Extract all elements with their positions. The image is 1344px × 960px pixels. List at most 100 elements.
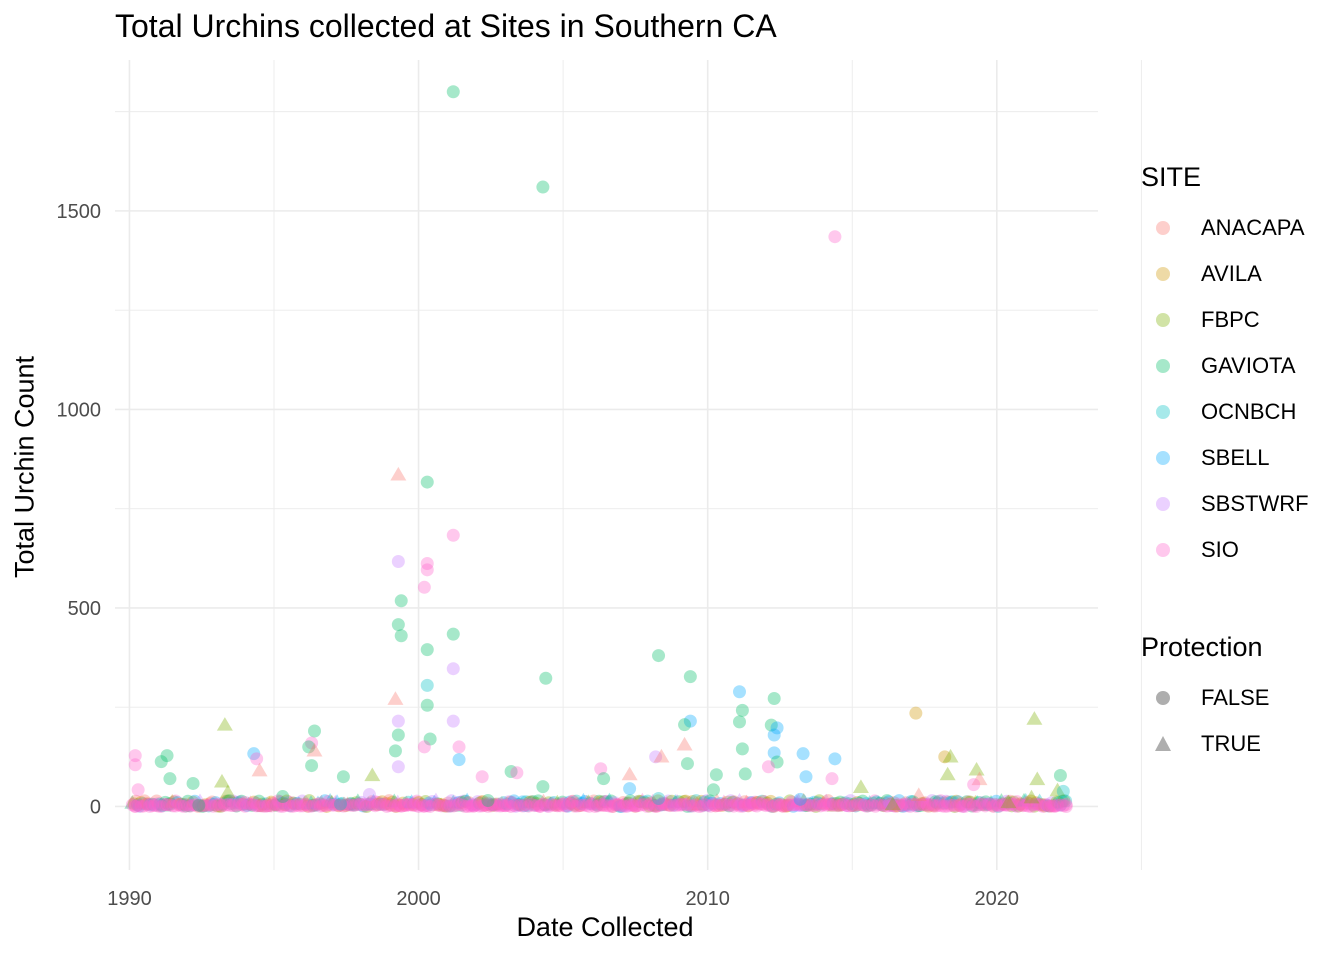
baseline-point <box>309 795 326 810</box>
baseline-point <box>346 797 360 811</box>
baseline-point <box>1052 795 1066 809</box>
baseline-point <box>545 797 559 811</box>
baseline-point <box>516 799 530 813</box>
baseline-point <box>580 794 597 808</box>
baseline-point <box>155 797 172 812</box>
baseline-point <box>276 799 290 813</box>
protection-legend-item: FALSE <box>1141 675 1269 721</box>
baseline-point <box>192 793 209 808</box>
data-point <box>192 798 206 812</box>
baseline-point <box>131 798 145 812</box>
baseline-point <box>528 798 542 812</box>
baseline-point <box>448 798 465 812</box>
baseline-point <box>929 795 943 809</box>
data-point <box>510 766 524 780</box>
baseline-point <box>382 794 396 808</box>
data-point <box>971 771 988 786</box>
baseline-point <box>684 799 698 813</box>
baseline-point <box>970 799 984 813</box>
data-point <box>387 691 404 705</box>
baseline-point <box>764 799 778 813</box>
baseline-point <box>247 795 261 809</box>
baseline-point <box>273 795 287 809</box>
baseline-point <box>901 797 918 812</box>
baseline-point <box>195 799 209 813</box>
baseline-point <box>134 795 148 809</box>
data-point <box>1023 789 1040 804</box>
site-legend-label: SBELL <box>1201 445 1270 470</box>
baseline-point <box>738 798 752 812</box>
baseline-point <box>245 798 259 812</box>
baseline-point <box>1031 797 1045 811</box>
baseline-point <box>151 797 165 811</box>
data-point <box>767 746 781 760</box>
baseline-point <box>440 799 454 813</box>
data-point <box>364 767 381 782</box>
baseline-point <box>698 798 712 812</box>
baseline-point <box>483 797 497 811</box>
baseline-point <box>226 794 240 808</box>
baseline-point <box>826 798 843 812</box>
baseline-point <box>776 799 790 813</box>
data-point <box>128 799 142 813</box>
baseline-point <box>320 799 334 813</box>
baseline-point <box>167 795 181 809</box>
baseline-point <box>886 799 900 813</box>
baseline-point <box>787 797 804 811</box>
baseline-point <box>313 799 327 813</box>
data-point <box>623 782 637 796</box>
baseline-point <box>533 799 547 813</box>
baseline-point <box>436 798 450 812</box>
baseline-point <box>743 796 757 810</box>
baseline-point <box>620 796 634 810</box>
baseline-point <box>883 797 897 811</box>
baseline-point <box>316 798 330 812</box>
baseline-point <box>880 794 894 808</box>
baseline-point <box>524 795 538 809</box>
baseline-point <box>856 794 870 808</box>
baseline-point <box>422 796 436 810</box>
baseline-point <box>583 797 597 811</box>
baseline-point <box>578 794 595 809</box>
baseline-point <box>426 794 443 809</box>
baseline-point <box>229 799 243 813</box>
baseline-point <box>524 797 538 811</box>
baseline-point <box>209 796 223 810</box>
baseline-point <box>641 794 655 808</box>
baseline-point <box>642 799 656 813</box>
baseline-point <box>715 794 732 809</box>
baseline-point <box>281 795 295 809</box>
data-point <box>828 752 842 766</box>
baseline-point <box>783 794 797 808</box>
baseline-point <box>627 798 641 812</box>
baseline-point <box>134 799 148 813</box>
baseline-point <box>445 794 462 809</box>
baseline-point <box>177 799 191 813</box>
baseline-point <box>360 799 374 813</box>
baseline-point <box>554 797 568 811</box>
baseline-point <box>183 799 197 813</box>
data-point <box>420 643 434 657</box>
baseline-point <box>493 799 507 813</box>
baseline-point <box>370 798 384 812</box>
baseline-point <box>478 798 492 812</box>
baseline-point <box>805 799 819 813</box>
x-tick-label: 2020 <box>975 888 1020 910</box>
baseline-point <box>348 798 362 812</box>
baseline-point <box>913 799 927 813</box>
baseline-point <box>259 797 273 811</box>
baseline-point <box>301 799 315 813</box>
baseline-point <box>731 792 748 807</box>
baseline-point <box>721 798 735 812</box>
baseline-point <box>993 793 1010 807</box>
baseline-point <box>484 798 498 812</box>
baseline-point <box>808 798 822 812</box>
baseline-point <box>1045 799 1059 813</box>
baseline-point <box>240 798 254 812</box>
baseline-point <box>236 797 250 811</box>
baseline-point <box>504 799 518 813</box>
baseline-point <box>932 795 946 809</box>
baseline-point <box>802 798 816 812</box>
baseline-point <box>1022 799 1036 813</box>
data-point <box>770 721 784 735</box>
